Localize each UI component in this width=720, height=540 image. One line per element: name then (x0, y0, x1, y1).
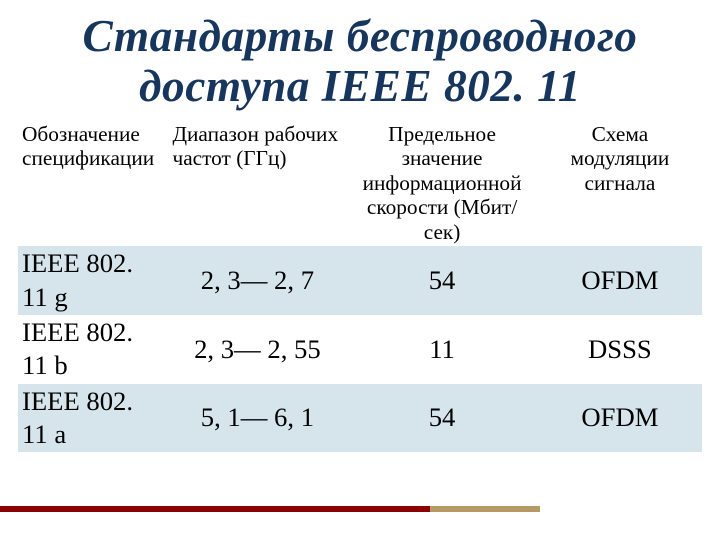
table-body: IEEE 802. 11 g 2, 3— 2, 7 54 OFDM IEEE 8… (18, 246, 702, 452)
cell-freq: 2, 3— 2, 55 (168, 315, 346, 384)
slide-title: Стандарты беспроводного доступа IEEE 802… (0, 0, 720, 112)
standards-table-container: Обозначение спецификации Диапазон рабочи… (0, 112, 720, 453)
header-cell-0: Обозначение спецификации (18, 120, 168, 247)
cell-spec: IEEE 802. 11 g (18, 246, 168, 315)
table-row: IEEE 802. 11 a 5, 1— 6, 1 54 OFDM (18, 384, 702, 453)
slide: Стандарты беспроводного доступа IEEE 802… (0, 0, 720, 540)
header-cell-2: Предельное значение информационной скоро… (346, 120, 538, 247)
cell-spec: IEEE 802. 11 b (18, 315, 168, 384)
cell-spec: IEEE 802. 11 a (18, 384, 168, 453)
header-row: Обозначение спецификации Диапазон рабочи… (18, 120, 702, 247)
cell-mod: OFDM (538, 384, 702, 453)
table-head: Обозначение спецификации Диапазон рабочи… (18, 120, 702, 247)
accent-bar-primary (0, 506, 430, 512)
cell-mod: DSSS (538, 315, 702, 384)
table-row: IEEE 802. 11 g 2, 3— 2, 7 54 OFDM (18, 246, 702, 315)
header-cell-3: Схема модуляции сигнала (538, 120, 702, 247)
header-cell-1: Диапазон рабочих частот (ГГц) (168, 120, 346, 247)
table-row: IEEE 802. 11 b 2, 3— 2, 55 11 DSSS (18, 315, 702, 384)
cell-freq: 2, 3— 2, 7 (168, 246, 346, 315)
cell-mod: OFDM (538, 246, 702, 315)
cell-speed: 11 (346, 315, 538, 384)
cell-speed: 54 (346, 384, 538, 453)
title-line-2: доступа IEEE 802. 11 (139, 61, 581, 111)
cell-freq: 5, 1— 6, 1 (168, 384, 346, 453)
accent-bar-secondary (430, 506, 540, 512)
standards-table: Обозначение спецификации Диапазон рабочи… (18, 120, 702, 453)
title-line-1: Стандарты беспроводного (83, 11, 638, 61)
cell-speed: 54 (346, 246, 538, 315)
